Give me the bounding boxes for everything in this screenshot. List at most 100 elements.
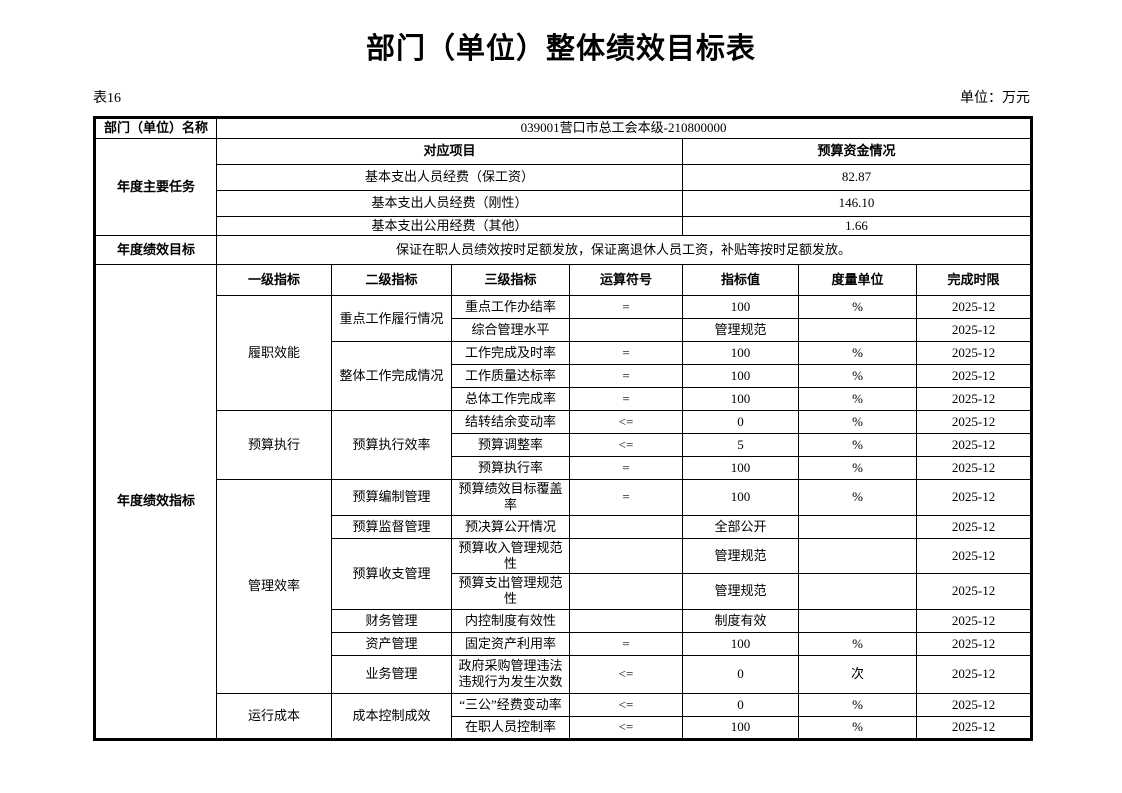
table-number: 表16: [93, 90, 121, 106]
value-cell: 0: [682, 654, 799, 694]
level3-cell: 在职人员控制率: [451, 715, 570, 740]
operator-cell: =: [569, 364, 683, 389]
value-cell: 100: [682, 715, 799, 740]
unit-cell: [798, 318, 917, 343]
level3-cell: 预算绩效目标覆盖率: [451, 479, 570, 516]
level2-cell: 预算执行效率: [331, 410, 452, 481]
unit-cell: [798, 537, 917, 575]
goal-row: 年度绩效目标 保证在职人员绩效按时足额发放，保证离退休人员工资，补贴等按时足额发…: [94, 235, 1033, 266]
unit-cell: [798, 608, 917, 633]
deadline-cell: 2025-12: [915, 433, 1033, 458]
value-cell: 0: [682, 410, 799, 435]
level3-cell: 预决算公开情况: [451, 514, 570, 539]
value-cell: 100: [682, 341, 799, 366]
tasks-label: 年度主要任务: [94, 137, 217, 237]
deadline-cell: 2025-12: [915, 715, 1033, 740]
level3-cell: 预算支出管理规范性: [451, 573, 570, 610]
dept-name-label: 部门（单位）名称: [94, 116, 217, 139]
operator-cell: =: [569, 631, 683, 656]
deadline-cell: 2025-12: [915, 410, 1033, 435]
tasks-col-budget: 预算资金情况: [681, 137, 1033, 165]
indicator-row: 运行成本 成本控制成效 “三公”经费变动率 <= 0 % 2025-12: [95, 692, 1033, 740]
value-cell: 管理规范: [682, 573, 799, 610]
task-item: 基本支出公用经费（其他）: [216, 215, 683, 237]
deadline-cell: 2025-12: [915, 654, 1033, 694]
value-cell: 100: [682, 295, 799, 320]
unit-cell: %: [798, 387, 917, 412]
deadline-cell: 2025-12: [915, 295, 1033, 320]
indicators-label: 年度绩效指标: [94, 264, 217, 740]
deadline-cell: 2025-12: [915, 364, 1033, 389]
level3-cell: 预算收入管理规范性: [451, 537, 570, 575]
level1-cell: 管理效率: [216, 479, 332, 694]
operator-cell: <=: [569, 410, 683, 435]
tasks-header-row: 年度主要任务 对应项目 预算资金情况: [94, 137, 1033, 237]
deadline-cell: 2025-12: [915, 608, 1033, 633]
col-header-level1: 一级指标: [216, 264, 332, 297]
unit-note: 单位：万元: [960, 90, 1030, 106]
level2-cell: 预算收支管理: [331, 537, 452, 610]
value-cell: 5: [682, 433, 799, 458]
value-cell: 100: [682, 387, 799, 412]
level3-cell: 预算调整率: [451, 433, 570, 458]
level3-cell: 固定资产利用率: [451, 631, 570, 656]
level3-cell: 总体工作完成率: [451, 387, 570, 412]
goal-value: 保证在职人员绩效按时足额发放，保证离退休人员工资，补贴等按时足额发放。: [215, 235, 1033, 266]
indicator-row: 预算监督管理 预决算公开情况 全部公开 2025-12: [95, 514, 1033, 539]
level3-cell: 工作质量达标率: [451, 364, 570, 389]
deadline-cell: 2025-12: [915, 573, 1033, 610]
operator-cell: =: [569, 341, 683, 366]
task-budget: 1.66: [681, 215, 1033, 237]
deadline-cell: 2025-12: [915, 318, 1033, 343]
col-header-operator: 运算符号: [569, 264, 683, 297]
value-cell: 100: [682, 631, 799, 656]
unit-cell: %: [798, 479, 917, 516]
level1-cell: 运行成本: [216, 692, 332, 740]
indicator-row: 在职人员控制率 <= 100 % 2025-12: [95, 715, 1033, 740]
operator-cell: [569, 608, 683, 633]
indicator-row: 工作质量达标率 = 100 % 2025-12: [95, 364, 1033, 389]
task-row: 基本支出人员经费（保工资） 82.87: [95, 163, 1033, 191]
goal-label: 年度绩效目标: [94, 235, 217, 266]
unit-cell: %: [798, 295, 917, 320]
task-row: 基本支出公用经费（其他） 1.66: [95, 215, 1033, 237]
task-budget: 146.10: [681, 189, 1033, 217]
meta-row: 表16 单位：万元: [93, 87, 1030, 107]
unit-cell: 次: [798, 654, 917, 694]
value-cell: 100: [682, 456, 799, 481]
value-cell: 100: [682, 479, 799, 516]
level2-cell: 预算监督管理: [331, 514, 452, 539]
col-header-unit: 度量单位: [798, 264, 917, 297]
unit-cell: %: [798, 341, 917, 366]
unit-cell: %: [798, 364, 917, 389]
value-cell: 管理规范: [682, 537, 799, 575]
value-cell: 100: [682, 364, 799, 389]
level2-cell: 预算编制管理: [331, 479, 452, 516]
operator-cell: <=: [569, 715, 683, 740]
indicator-row: 预算执行 预算执行效率 结转结余变动率 <= 0 % 2025-12: [95, 410, 1033, 481]
operator-cell: <=: [569, 692, 683, 717]
unit-cell: [798, 573, 917, 610]
level3-cell: “三公”经费变动率: [451, 692, 570, 717]
task-budget: 82.87: [681, 163, 1033, 191]
task-item: 基本支出人员经费（刚性）: [216, 189, 683, 217]
col-header-deadline: 完成时限: [915, 264, 1033, 297]
indicator-row: 预算支出管理规范性 管理规范 2025-12: [95, 573, 1033, 610]
level3-cell: 内控制度有效性: [451, 608, 570, 633]
level3-cell: 综合管理水平: [451, 318, 570, 343]
operator-cell: <=: [569, 654, 683, 694]
operator-cell: =: [569, 295, 683, 320]
operator-cell: <=: [569, 433, 683, 458]
indicator-row: 预算执行率 = 100 % 2025-12: [95, 456, 1033, 481]
task-row: 基本支出人员经费（刚性） 146.10: [95, 189, 1033, 217]
unit-cell: [798, 514, 917, 539]
task-item: 基本支出人员经费（保工资）: [216, 163, 683, 191]
deadline-cell: 2025-12: [915, 479, 1033, 516]
unit-cell: %: [798, 631, 917, 656]
indicator-row: 预算收支管理 预算收入管理规范性 管理规范 2025-12: [95, 537, 1033, 610]
col-header-level2: 二级指标: [331, 264, 452, 297]
operator-cell: [569, 514, 683, 539]
level2-cell: 重点工作履行情况: [331, 295, 452, 343]
operator-cell: =: [569, 479, 683, 516]
dept-name-row: 部门（单位）名称 039001营口市总工会本级-210800000: [94, 116, 1033, 139]
